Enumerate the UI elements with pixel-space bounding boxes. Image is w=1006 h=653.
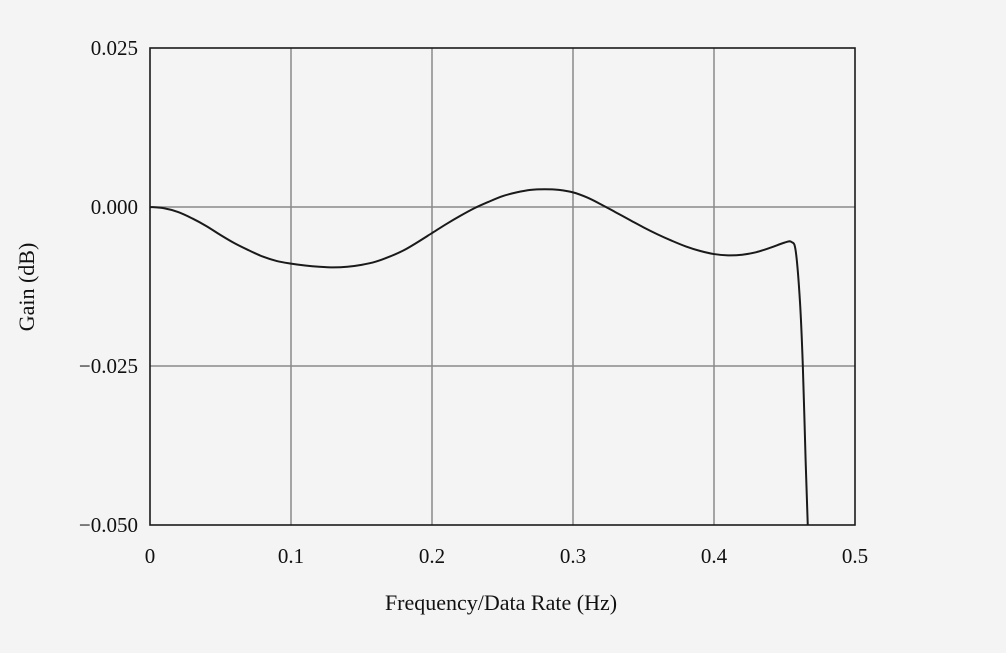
x-tick-label: 0.1 xyxy=(278,544,304,568)
y-tick-label: 0.000 xyxy=(91,195,138,219)
y-tick-label: −0.050 xyxy=(79,513,138,537)
x-tick-label: 0.2 xyxy=(419,544,445,568)
x-tick-label: 0.5 xyxy=(842,544,868,568)
y-tick-labels: 0.025 0.000 −0.025 −0.050 xyxy=(79,36,138,537)
y-tick-label: −0.025 xyxy=(79,354,138,378)
x-axis-label: Frequency/Data Rate (Hz) xyxy=(385,590,617,615)
series-layer xyxy=(149,188,809,526)
x-tick-label: 0.3 xyxy=(560,544,586,568)
y-tick-label: 0.025 xyxy=(91,36,138,60)
y-axis-label: Gain (dB) xyxy=(14,243,39,332)
x-tick-label: 0.4 xyxy=(701,544,728,568)
gain-series-line xyxy=(149,188,809,526)
plot-frame xyxy=(149,47,856,526)
grid-lines xyxy=(150,48,855,525)
x-tick-label: 0 xyxy=(145,544,156,568)
x-tick-labels: 0 0.1 0.2 0.3 0.4 0.5 xyxy=(145,544,868,568)
